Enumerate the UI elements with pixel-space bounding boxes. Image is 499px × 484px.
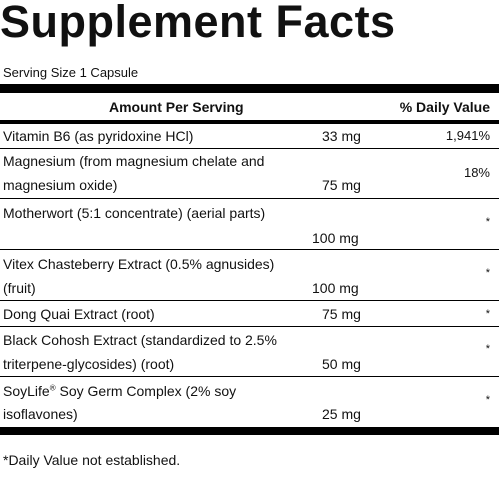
ingredient-name-cont: magnesium oxide) xyxy=(3,177,118,193)
daily-value: * xyxy=(485,308,490,320)
ingredient-name: Black Cohosh Extract (standardized to 2.… xyxy=(3,332,277,348)
ingredient-name-rest: Soy Germ Complex (2% soy xyxy=(59,383,237,399)
ingredient-amount: 25 mg xyxy=(322,406,361,422)
daily-value: * xyxy=(485,267,490,279)
ingredient-name: Motherwort (5:1 concentrate) (aerial par… xyxy=(3,205,266,221)
ingredient-amount: 50 mg xyxy=(322,356,361,372)
brand-name: SoyLife xyxy=(3,383,50,399)
divider-thick-bottom xyxy=(0,427,499,435)
ingredient-name-cont: triterpene-glycosides) (root) xyxy=(3,356,175,372)
ingredient-name-cont: isoflavones) xyxy=(3,406,78,422)
ingredient-name: SoyLife® Soy Germ Complex (2% soy xyxy=(3,382,236,400)
daily-value: * xyxy=(485,394,490,406)
daily-value-header: % Daily Value xyxy=(399,99,490,115)
ingredient-name: Magnesium (from magnesium chelate and xyxy=(3,153,265,169)
ingredient-amount: 100 mg xyxy=(312,230,359,246)
ingredient-name: Vitex Chasteberry Extract (0.5% agnuside… xyxy=(3,256,275,272)
ingredient-amount: 75 mg xyxy=(322,177,361,193)
ingredient-amount: 33 mg xyxy=(322,128,361,144)
divider-thick-top xyxy=(0,84,499,93)
footnote: *Daily Value not established. xyxy=(3,452,181,468)
daily-value: 18% xyxy=(463,165,490,180)
row-divider xyxy=(0,300,499,301)
row-divider xyxy=(0,148,499,149)
daily-value: * xyxy=(485,216,490,228)
serving-size: Serving Size 1 Capsule xyxy=(3,65,139,80)
daily-value: 1,941% xyxy=(445,128,490,143)
row-divider xyxy=(0,376,499,377)
divider-header xyxy=(0,120,499,124)
ingredient-name-cont: (fruit) xyxy=(3,280,36,296)
daily-value: * xyxy=(485,343,490,355)
ingredient-name: Dong Quai Extract (root) xyxy=(3,306,155,322)
ingredient-amount: 75 mg xyxy=(322,306,361,322)
row-divider xyxy=(0,249,499,250)
amount-per-serving-header: Amount Per Serving xyxy=(109,99,244,115)
ingredient-amount: 100 mg xyxy=(312,280,359,296)
row-divider xyxy=(0,198,499,199)
panel-title: Supplement Facts xyxy=(0,0,396,47)
registered-mark: ® xyxy=(49,383,56,393)
row-divider xyxy=(0,326,499,327)
ingredient-name: Vitamin B6 (as pyridoxine HCl) xyxy=(3,128,194,144)
